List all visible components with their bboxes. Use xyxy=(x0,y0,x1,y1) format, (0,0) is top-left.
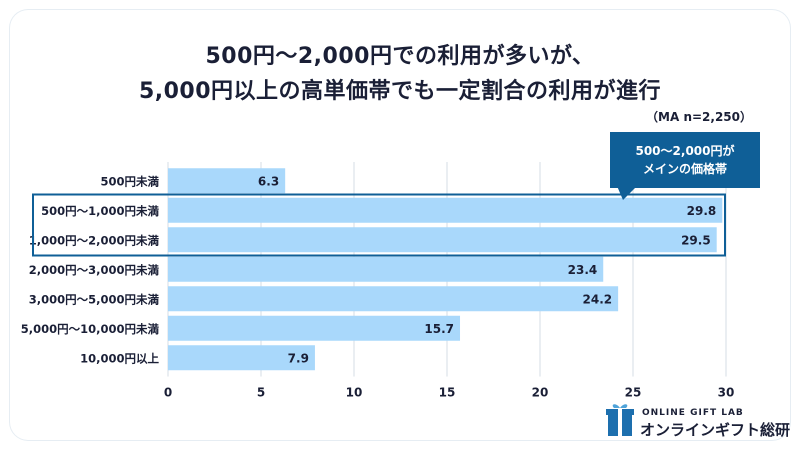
bar-value-label: 15.7 xyxy=(424,322,454,336)
category-label: 2,000円〜3,000円未満 xyxy=(29,263,160,277)
chart-card xyxy=(10,10,790,440)
x-tick-label: 5 xyxy=(257,386,265,400)
highlight-frame xyxy=(32,193,726,257)
category-label: 500円〜1,000円未満 xyxy=(41,204,159,218)
bar xyxy=(168,168,286,194)
x-tick-label: 10 xyxy=(346,386,363,400)
logo-english: ONLINE GIFT LAB xyxy=(642,408,744,418)
bar-value-label: 29.8 xyxy=(687,204,717,218)
sample-size-note: （MA n=2,250） xyxy=(646,110,752,124)
bar xyxy=(168,345,315,371)
bar-value-label: 6.3 xyxy=(258,174,279,188)
category-label: 10,000円以上 xyxy=(80,351,159,365)
callout-box: 500〜2,000円が メインの価格帯 xyxy=(610,132,760,188)
callout-tail xyxy=(617,186,637,200)
category-label: 5,000円〜10,000円未満 xyxy=(21,322,160,336)
x-tick-label: 0 xyxy=(164,386,172,400)
x-tick-label: 20 xyxy=(532,386,549,400)
bar xyxy=(168,286,619,312)
callout-line1: 500〜2,000円が xyxy=(635,144,735,158)
callout-line2: メインの価格帯 xyxy=(642,162,727,176)
gift-box-icon xyxy=(606,404,634,436)
bar xyxy=(168,197,723,223)
chart-title-line2: 5,000円以上の高単価帯でも一定割合の利用が進行 xyxy=(138,79,662,104)
x-tick-label: 30 xyxy=(718,386,735,400)
bar-value-label: 23.4 xyxy=(568,263,598,277)
category-label: 1,000円〜2,000円未満 xyxy=(29,233,160,247)
x-tick-label: 25 xyxy=(625,386,642,400)
bar xyxy=(168,227,717,253)
chart-title-line1: 500円〜2,000円での利用が多いが、 xyxy=(205,44,595,69)
logo-japanese: オンラインギフト総研 xyxy=(640,421,791,439)
bar-value-label: 7.9 xyxy=(288,351,309,365)
bar xyxy=(168,256,604,282)
category-label: 3,000円〜5,000円未満 xyxy=(29,292,160,306)
x-tick-label: 15 xyxy=(439,386,456,400)
category-label: 500円未満 xyxy=(100,174,159,188)
bar-value-label: 24.2 xyxy=(583,292,613,306)
bar-value-label: 29.5 xyxy=(681,233,711,247)
bar xyxy=(168,315,461,341)
